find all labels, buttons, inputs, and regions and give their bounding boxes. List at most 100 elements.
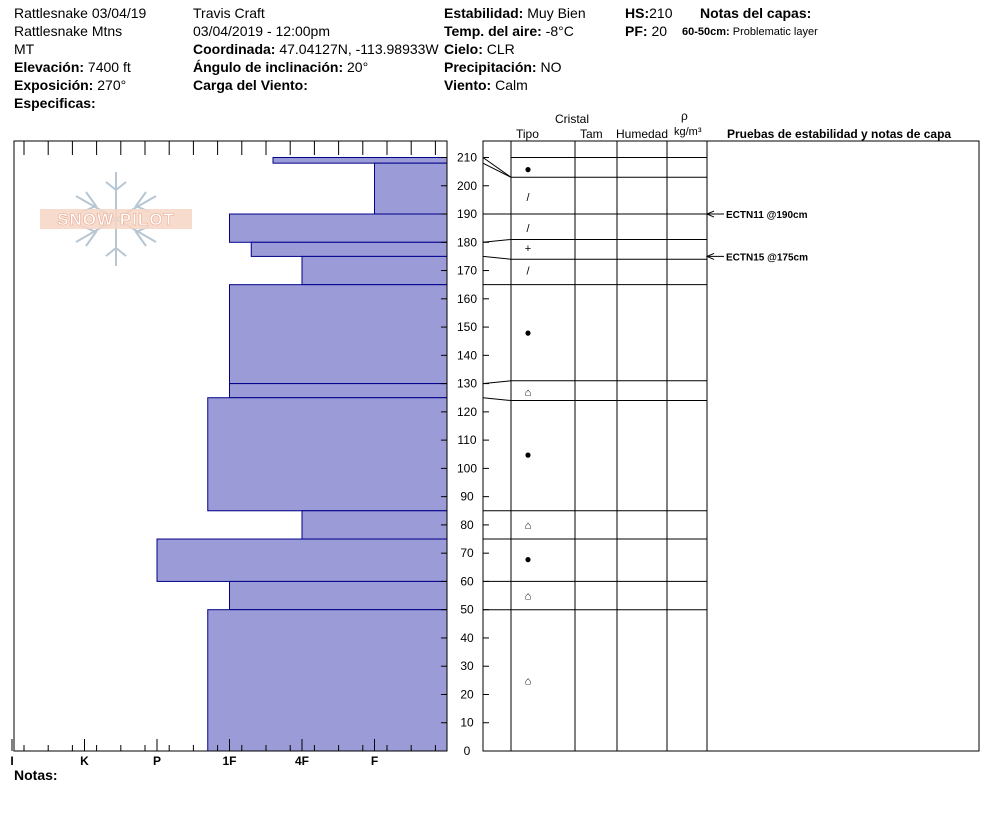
state: MT: [14, 41, 35, 57]
slope-angle: Ángulo de inclinación: 20°: [193, 59, 368, 75]
specifics-label: Especificas:: [14, 95, 96, 111]
depth-label-110: 110: [457, 433, 476, 447]
grain-type-symbol-0: ●: [524, 162, 531, 176]
density-unit: kg/m³: [674, 126, 702, 138]
wind-value: Calm: [495, 77, 528, 93]
pf-label: PF:: [625, 23, 648, 39]
grain-type-symbol-8: ⌂: [525, 520, 532, 532]
depth-label-100: 100: [457, 461, 477, 475]
layer-notes-label: Notas del capas:: [700, 5, 812, 21]
grain-type-symbol-1: /: [526, 192, 530, 204]
hardness-label-1F: 1F: [222, 754, 236, 768]
depth-label-50: 50: [460, 603, 474, 617]
layer-connector-6: [482, 380, 512, 385]
precipitation: Precipitación: NO: [444, 59, 561, 75]
coordinates: Coordinada: 47.04127N, -113.98933W: [193, 41, 439, 57]
depth-label-90: 90: [460, 490, 474, 504]
layer-connector-4: [482, 255, 512, 260]
wind-load-label: Carga del Viento:: [193, 77, 308, 93]
layer-connector-top: [482, 157, 512, 178]
crystal-grid-frame: [482, 140, 980, 752]
depth-label-160: 160: [457, 292, 477, 306]
grain-type-symbol-7: ●: [524, 447, 531, 461]
depth-label-130: 130: [457, 377, 477, 391]
aspect-label: Exposición:: [14, 77, 94, 93]
coord-label: Coordinada:: [193, 41, 276, 57]
hs-label: HS:: [625, 5, 650, 21]
observer: Travis Craft: [193, 5, 265, 21]
location-line: Rattlesnake 03/04/19: [14, 5, 147, 21]
crystal-header: Cristal: [555, 112, 590, 126]
hardness-label-K: K: [80, 754, 89, 768]
precip-label: Precipitación:: [444, 59, 537, 75]
hardness-bar-0: [272, 157, 448, 164]
grain-type-symbol-5: ●: [524, 326, 531, 340]
stability-test-label-1: ECTN15 @175cm: [726, 252, 808, 263]
stability-test-label-0: ECTN11 @190cm: [726, 210, 808, 221]
hardness-bar-5: [229, 284, 448, 385]
hardness-bar-1: [374, 162, 448, 215]
notes-label: Notas:: [14, 767, 58, 783]
hardness-bar-8: [301, 510, 448, 540]
aspect-value: 270°: [97, 77, 127, 93]
density-symbol: ρ: [681, 109, 688, 123]
sky-label: Cielo:: [444, 41, 483, 57]
grain-type-symbol-6: ⌂: [525, 387, 532, 399]
hardness-bar-3: [250, 241, 448, 257]
moisture-header: Humedad: [616, 127, 669, 141]
sky: Cielo: CLR: [444, 41, 515, 57]
type-header: Tipo: [516, 127, 539, 141]
depth-label-30: 30: [460, 659, 474, 673]
air-temp-value: -8°C: [545, 23, 574, 39]
depth-label-80: 80: [460, 518, 474, 532]
depth-label-70: 70: [460, 546, 474, 560]
depth-label-0: 0: [464, 744, 471, 758]
depth-label-200: 200: [457, 179, 477, 193]
depth-label-190: 190: [457, 207, 477, 221]
air-temp-label: Temp. del aire:: [444, 23, 542, 39]
hardness-bar-11: [207, 609, 448, 752]
layer-connector-1: [482, 162, 512, 178]
layer-note: 60-50cm: Problematic layer: [682, 24, 818, 40]
depth-label-140: 140: [457, 348, 477, 362]
hardness-bar-9: [156, 538, 448, 582]
elevation: Elevación: 7400 ft: [14, 59, 131, 75]
profile-frame: [13, 140, 448, 752]
hardness-bar-10: [229, 580, 448, 611]
hs-value: 210: [649, 5, 673, 21]
depth-label-210: 210: [457, 151, 477, 165]
snow-height: HS:210: [625, 5, 672, 21]
grain-type-symbol-3: +: [525, 243, 531, 255]
depth-label-180: 180: [457, 235, 477, 249]
hardness-label-I: I: [10, 754, 13, 768]
depth-label-20: 20: [460, 687, 474, 701]
test-arrow-icon-1: [705, 252, 715, 260]
hardness-label-4F: 4F: [295, 754, 309, 768]
depth-label-150: 150: [457, 320, 477, 334]
wind: Viento: Calm: [444, 77, 528, 93]
sky-value: CLR: [486, 41, 515, 57]
precip-value: NO: [540, 59, 562, 75]
depth-label-10: 10: [460, 716, 474, 730]
stability: Estabilidad: Muy Bien: [444, 5, 586, 21]
depth-label-120: 120: [457, 405, 477, 419]
coord-value: 47.04127N, -113.98933W: [279, 41, 439, 57]
layer-connector-3: [482, 238, 512, 243]
datetime: 03/04/2019 - 12:00pm: [193, 23, 330, 39]
hardness-bar-2: [229, 213, 448, 243]
slope-value: 20°: [347, 59, 369, 75]
grain-type-symbol-11: ⌂: [525, 675, 532, 687]
hardness-bar-4: [301, 255, 448, 286]
hardness-label-P: P: [153, 754, 161, 768]
layer-note-range: 60-50cm:: [682, 26, 730, 38]
tests-header: Pruebas de estabilidad y notas de capa: [727, 127, 952, 141]
grain-type-symbol-9: ●: [524, 552, 531, 566]
layer-note-text: Problematic layer: [732, 26, 818, 38]
hardness-bar-7: [207, 397, 448, 512]
elevation-value: 7400 ft: [87, 59, 131, 75]
air-temp: Temp. del aire: -8°C: [444, 23, 574, 39]
grain-type-symbol-4: /: [526, 266, 530, 278]
grain-type-symbol-10: ⌂: [525, 591, 532, 603]
penetration-foot: PF: 20: [625, 23, 667, 39]
